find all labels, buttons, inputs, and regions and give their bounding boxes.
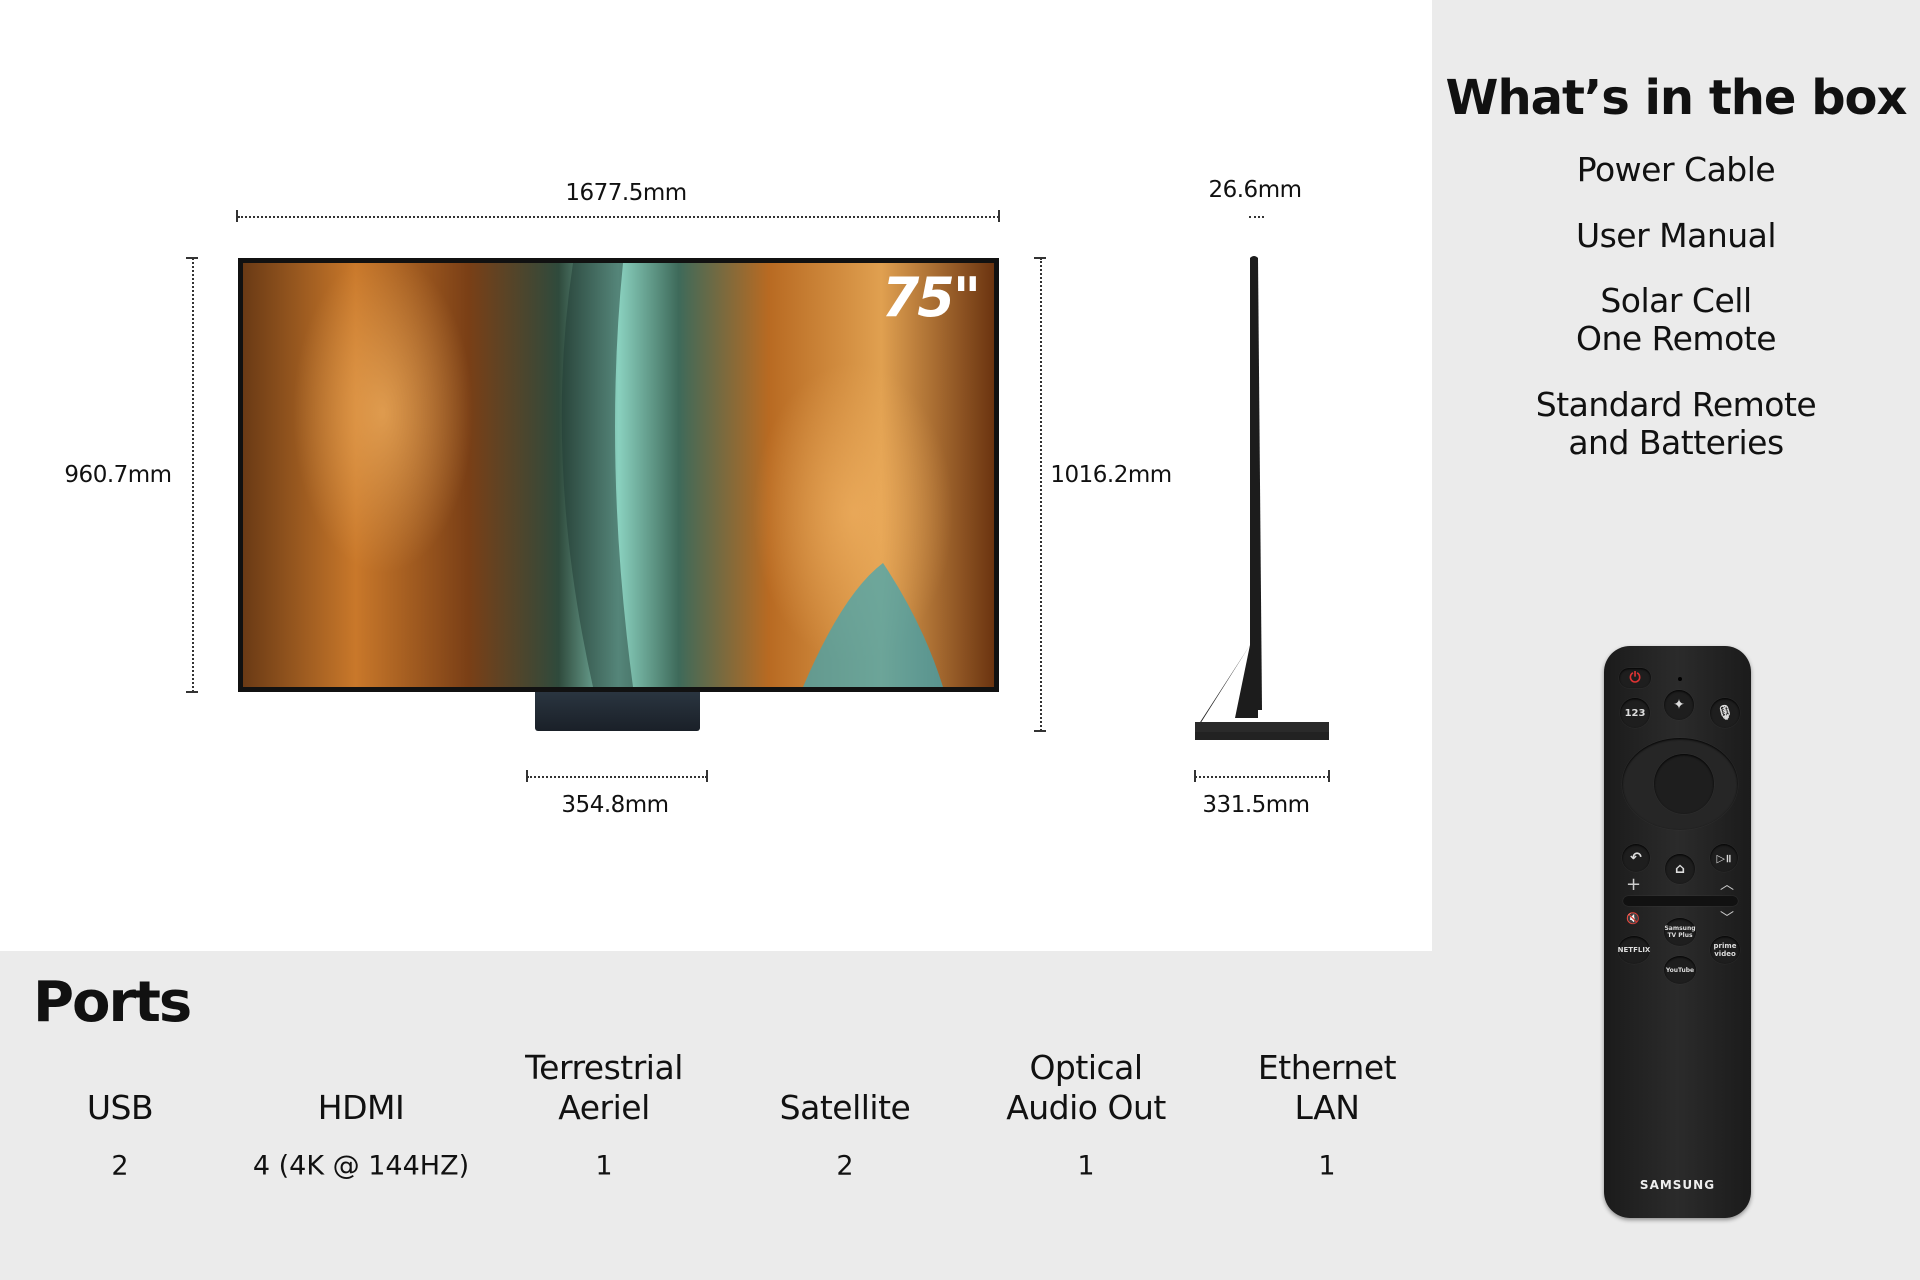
dim-cap — [1328, 770, 1330, 782]
height-dimension-line — [192, 258, 194, 692]
depth-label: 26.6mm — [1208, 177, 1302, 203]
port-value: 1 — [595, 1150, 613, 1182]
stand-depth-label: 331.5mm — [1202, 792, 1310, 818]
box-title: What’s in the box — [1445, 70, 1908, 126]
dim-cap — [1034, 730, 1046, 732]
stand-width-line — [527, 776, 707, 778]
box-item: Power Cable — [1576, 150, 1776, 189]
brand-logo: SAMSUNG — [1639, 1178, 1716, 1192]
size-badge: 75" — [881, 266, 981, 329]
home-icon: ⌂ — [1665, 854, 1695, 884]
mic-hole — [1678, 677, 1682, 681]
dim-cap — [526, 770, 528, 782]
port-value: 4 (4K @ 144HZ) — [252, 1150, 470, 1182]
channel-down-icon: ﹀ — [1720, 911, 1734, 927]
tv-stand — [535, 692, 700, 731]
number-button: 123 — [1620, 698, 1650, 728]
prime-button: prime video — [1710, 936, 1740, 964]
width-label: 1677.5mm — [565, 180, 687, 206]
height-panel-label: 960.7mm — [64, 462, 172, 488]
back-icon: ↶ — [1622, 844, 1650, 872]
height-with-stand-label: 1016.2mm — [1050, 462, 1172, 488]
ok-button — [1654, 754, 1714, 814]
port-label: Satellite — [779, 1088, 911, 1127]
volume-up-icon: + — [1626, 874, 1642, 895]
remote-image: ⏻ 123 ✦ 🎙 ↶ ⌂ ▷॥ + ︿ 🔇 ﹀ Samsung TV Plus… — [1604, 646, 1751, 1218]
tv-front-image: 75" — [238, 253, 999, 692]
dim-cap — [186, 257, 198, 259]
stand-depth-line — [1195, 776, 1329, 778]
port-value: 2 — [111, 1150, 129, 1182]
channel-up-icon: ︿ — [1720, 877, 1734, 893]
screen-artwork — [243, 253, 994, 687]
ports-title: Ports — [33, 970, 192, 1035]
play-pause-icon: ▷॥ — [1710, 844, 1738, 872]
port-value: 1 — [1318, 1150, 1336, 1182]
tv-side-view — [1195, 256, 1329, 740]
dpad — [1622, 738, 1738, 830]
netflix-button: NETFLIX — [1618, 936, 1650, 964]
power-icon: ⏻ — [1619, 668, 1651, 688]
dim-cap — [706, 770, 708, 782]
dim-cap — [236, 210, 238, 222]
depth-line — [1249, 216, 1264, 218]
dim-cap — [186, 691, 198, 693]
youtube-button: YouTube — [1664, 956, 1696, 984]
port-label: Terrestrial Aeriel — [525, 1048, 683, 1127]
port-label: USB — [86, 1088, 154, 1127]
mic-icon: 🎙 — [1710, 698, 1740, 728]
width-dimension-line — [238, 216, 999, 218]
port-label: HDMI — [317, 1088, 405, 1127]
rocker-bar — [1623, 896, 1738, 906]
dim-cap — [1194, 770, 1196, 782]
ai-sparkle-icon: ✦ — [1664, 690, 1694, 720]
box-item: Solar Cell One Remote — [1575, 281, 1777, 358]
port-label: Optical Audio Out — [1006, 1048, 1166, 1127]
height-with-stand-line — [1040, 258, 1042, 731]
port-value: 1 — [1077, 1150, 1095, 1182]
port-label: Ethernet LAN — [1257, 1048, 1397, 1127]
box-item: Standard Remote and Batteries — [1535, 385, 1817, 462]
stand-width-label: 354.8mm — [561, 792, 669, 818]
dim-cap — [1034, 257, 1046, 259]
mute-icon: 🔇 — [1626, 912, 1640, 925]
port-value: 2 — [836, 1150, 854, 1182]
tvplus-button: Samsung TV Plus — [1664, 918, 1696, 946]
dim-cap — [998, 210, 1000, 222]
box-item: User Manual — [1575, 216, 1777, 255]
